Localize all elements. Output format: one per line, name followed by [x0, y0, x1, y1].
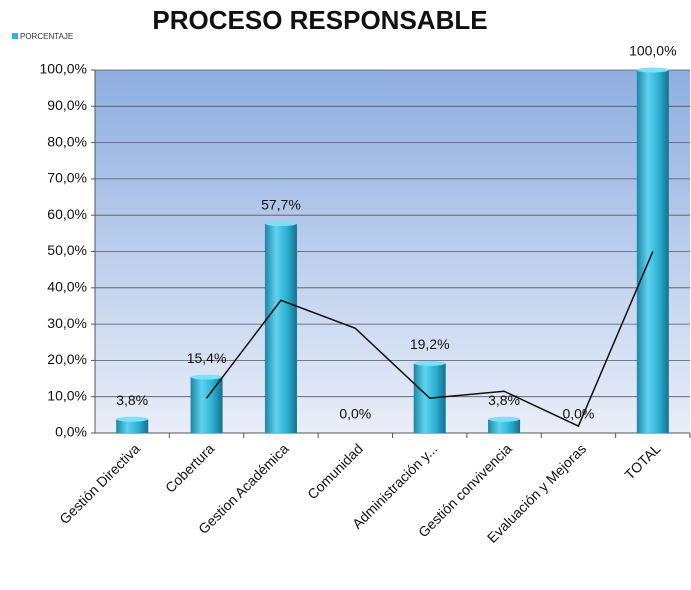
data-label: 3,8%: [116, 392, 148, 408]
chart-title: PROCESO RESPONSABLE: [152, 5, 487, 35]
trend-line: [205, 251, 654, 428]
x-tick-label: Comunidad: [304, 440, 366, 502]
data-label: 57,7%: [261, 196, 301, 212]
bar-cap: [413, 360, 446, 366]
data-label: 0,0%: [562, 406, 594, 422]
bar: [488, 419, 521, 433]
bar-cap: [264, 221, 297, 227]
y-tick-label: 20,0%: [47, 351, 87, 367]
legend-label: PORCENTAJE: [20, 32, 73, 41]
data-label: 0,0%: [339, 406, 371, 422]
y-tick-label: 100,0%: [40, 61, 87, 77]
bar: [190, 377, 223, 433]
x-tick-label: TOTAL: [621, 440, 663, 482]
bar: [116, 419, 149, 433]
data-label: 3,8%: [488, 392, 520, 408]
data-label: 100,0%: [629, 43, 676, 59]
bar: [264, 223, 297, 433]
y-tick-label: 40,0%: [47, 279, 87, 295]
y-tick-label: 70,0%: [47, 170, 87, 186]
bar-cap: [488, 416, 521, 422]
y-tick-label: 60,0%: [47, 206, 87, 222]
bar-cap: [190, 374, 223, 380]
y-tick-label: 0,0%: [55, 424, 87, 440]
data-label: 19,2%: [410, 336, 450, 352]
data-label: 15,4%: [187, 350, 227, 366]
bar-cap: [636, 67, 669, 73]
y-tick-label: 10,0%: [47, 387, 87, 403]
legend-swatch: [12, 33, 18, 39]
x-tick-label: Gestión Directiva: [56, 440, 143, 527]
y-tick-label: 90,0%: [47, 97, 87, 113]
bar-cap: [116, 416, 149, 422]
y-tick-label: 30,0%: [47, 315, 87, 331]
y-tick-label: 80,0%: [47, 133, 87, 149]
x-tick-label: Cobertura: [162, 440, 217, 495]
y-tick-label: 50,0%: [47, 242, 87, 258]
